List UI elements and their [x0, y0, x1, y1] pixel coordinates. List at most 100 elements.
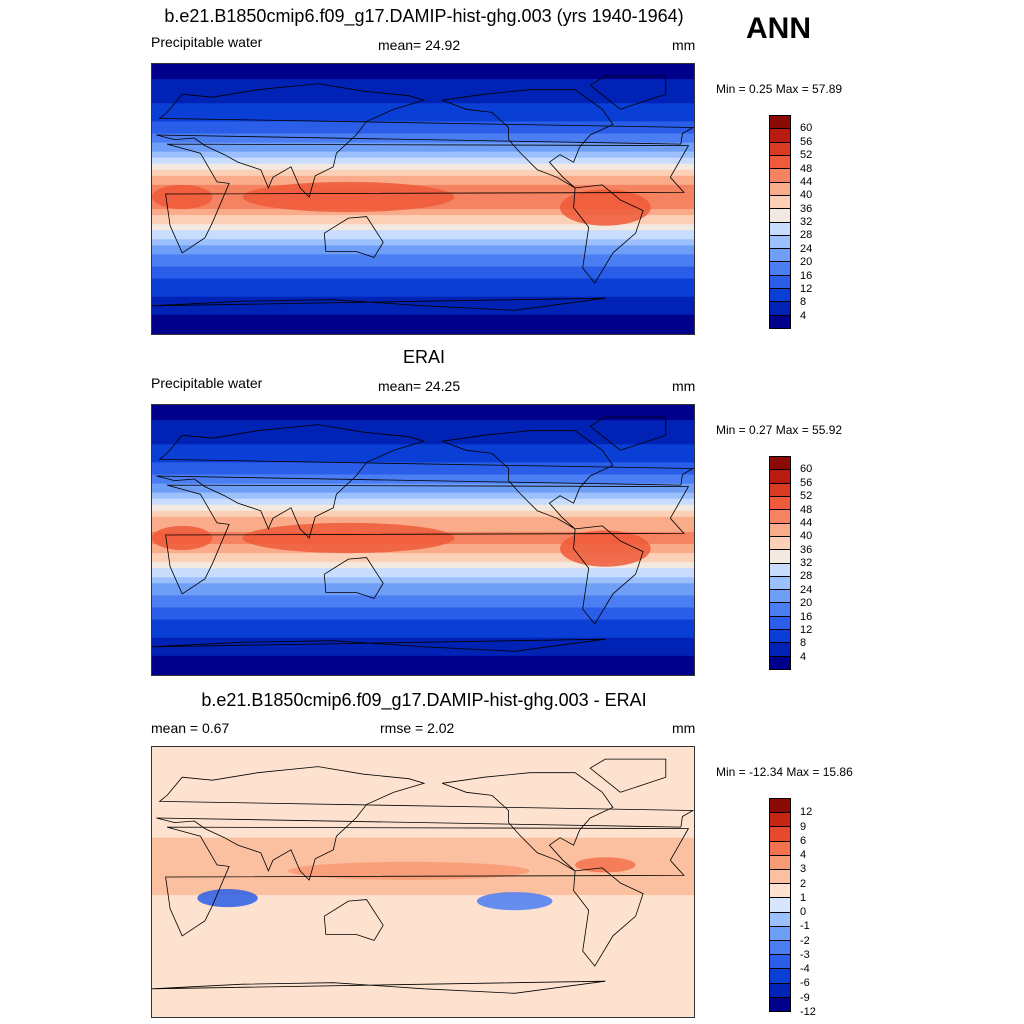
colorbar-tick-label: 4: [800, 849, 807, 862]
colorbar-swatch: [770, 590, 790, 604]
contour-band: [152, 212, 694, 216]
contour-band: [152, 230, 694, 234]
panel-2-units: mm: [672, 378, 696, 394]
colorbar-swatch: [770, 249, 790, 263]
contour-band: [152, 1006, 694, 1011]
contour-band: [152, 151, 694, 156]
contour-band: [152, 604, 694, 609]
contour-band: [152, 245, 694, 249]
panel-2-contour-plot: [152, 405, 694, 675]
contour-band: [152, 655, 694, 660]
contour-band: [152, 553, 694, 557]
panel-2-title: ERAI: [402, 347, 445, 367]
contour-band: [152, 667, 694, 672]
contour-band: [152, 637, 694, 642]
colorbar-tick-label: -9: [800, 991, 810, 1004]
contour-band: [152, 580, 694, 584]
contour-band: [152, 450, 694, 454]
contour-band: [152, 979, 694, 984]
colorbar-swatch: [770, 643, 790, 657]
coastline: [589, 758, 667, 793]
contour-band: [152, 928, 694, 932]
contour-band: [152, 447, 694, 451]
colorbar-swatch: [770, 941, 790, 956]
coastline: [165, 143, 690, 254]
contour-band: [152, 1009, 694, 1014]
colorbar-tick-label: 20: [800, 256, 813, 269]
contour-band: [152, 233, 694, 237]
contour-band: [152, 946, 694, 951]
contour-blob: [288, 861, 530, 880]
contour-band: [152, 239, 694, 243]
colorbar-swatch: [770, 116, 790, 130]
coastline: [323, 899, 384, 941]
colorbar-tick-label: 12: [800, 282, 813, 295]
coastline: [441, 772, 614, 872]
colorbar-tick-label: 2: [800, 877, 807, 890]
colorbar-swatch: [770, 997, 790, 1012]
contour-band: [152, 828, 694, 833]
colorbar-swatch: [770, 169, 790, 183]
colorbar-swatch: [770, 563, 790, 577]
contour-blob: [152, 184, 213, 210]
contour-band: [152, 931, 694, 935]
contour-band: [152, 218, 694, 222]
contour-band: [152, 952, 694, 957]
contour-band: [152, 115, 694, 119]
contour-band: [152, 1015, 694, 1017]
contour-band: [152, 251, 694, 255]
colorbar-tick-label: -1: [800, 920, 810, 933]
season-label: ANN: [746, 12, 811, 45]
contour-band: [152, 565, 694, 569]
contour-band: [152, 248, 694, 252]
panel-1-minmax: Min = 0.25 Max = 57.89: [716, 82, 843, 96]
contour-band: [152, 329, 694, 334]
panel-1-map: [151, 63, 695, 335]
contour-band: [152, 224, 694, 228]
contour-band: [152, 145, 694, 150]
contour-band: [152, 495, 694, 500]
contour-band: [152, 504, 694, 509]
colorbar-swatch: [770, 841, 790, 856]
contour-band: [152, 783, 694, 787]
contour-band: [152, 571, 694, 575]
contour-band: [152, 501, 694, 506]
contour-band: [152, 601, 694, 606]
contour-band: [152, 780, 694, 784]
contour-band: [152, 516, 694, 521]
contour-band: [152, 227, 694, 231]
contour-band: [152, 522, 694, 527]
panel-2-colorbar: [769, 456, 791, 670]
coastline: [156, 83, 694, 198]
contour-band: [152, 670, 694, 675]
contour-band: [152, 550, 694, 554]
contour-band: [152, 858, 694, 863]
contour-band: [152, 840, 694, 845]
contour-band: [152, 79, 694, 83]
colorbar-tick-label: 32: [800, 557, 813, 569]
contour-band: [152, 883, 694, 887]
panel-1-colorbar: [769, 115, 791, 329]
contour-band: [152, 257, 694, 262]
contour-band: [152, 949, 694, 954]
contour-blob: [197, 889, 258, 908]
coastline: [156, 766, 694, 881]
contour-band: [152, 846, 694, 851]
contour-band: [152, 148, 694, 153]
colorbar-tick-label: -2: [800, 934, 810, 947]
colorbar-swatch: [770, 884, 790, 899]
contour-band: [152, 438, 694, 442]
contour-band: [152, 263, 694, 268]
contour-band: [152, 592, 694, 596]
panel-1-units: mm: [672, 37, 696, 53]
colorbar-tick-label: 56: [800, 476, 813, 489]
colorbar-tick-label: 40: [800, 530, 813, 543]
contour-band: [152, 807, 694, 812]
contour-band: [152, 326, 694, 331]
contour-band: [152, 916, 694, 920]
contour-band: [152, 175, 694, 180]
panel-3-map: [151, 746, 695, 1018]
panel-3-minmax: Min = -12.34 Max = 15.86: [716, 765, 853, 779]
colorbar-swatch: [770, 576, 790, 591]
colorbar-tick-label: 12: [800, 623, 813, 636]
